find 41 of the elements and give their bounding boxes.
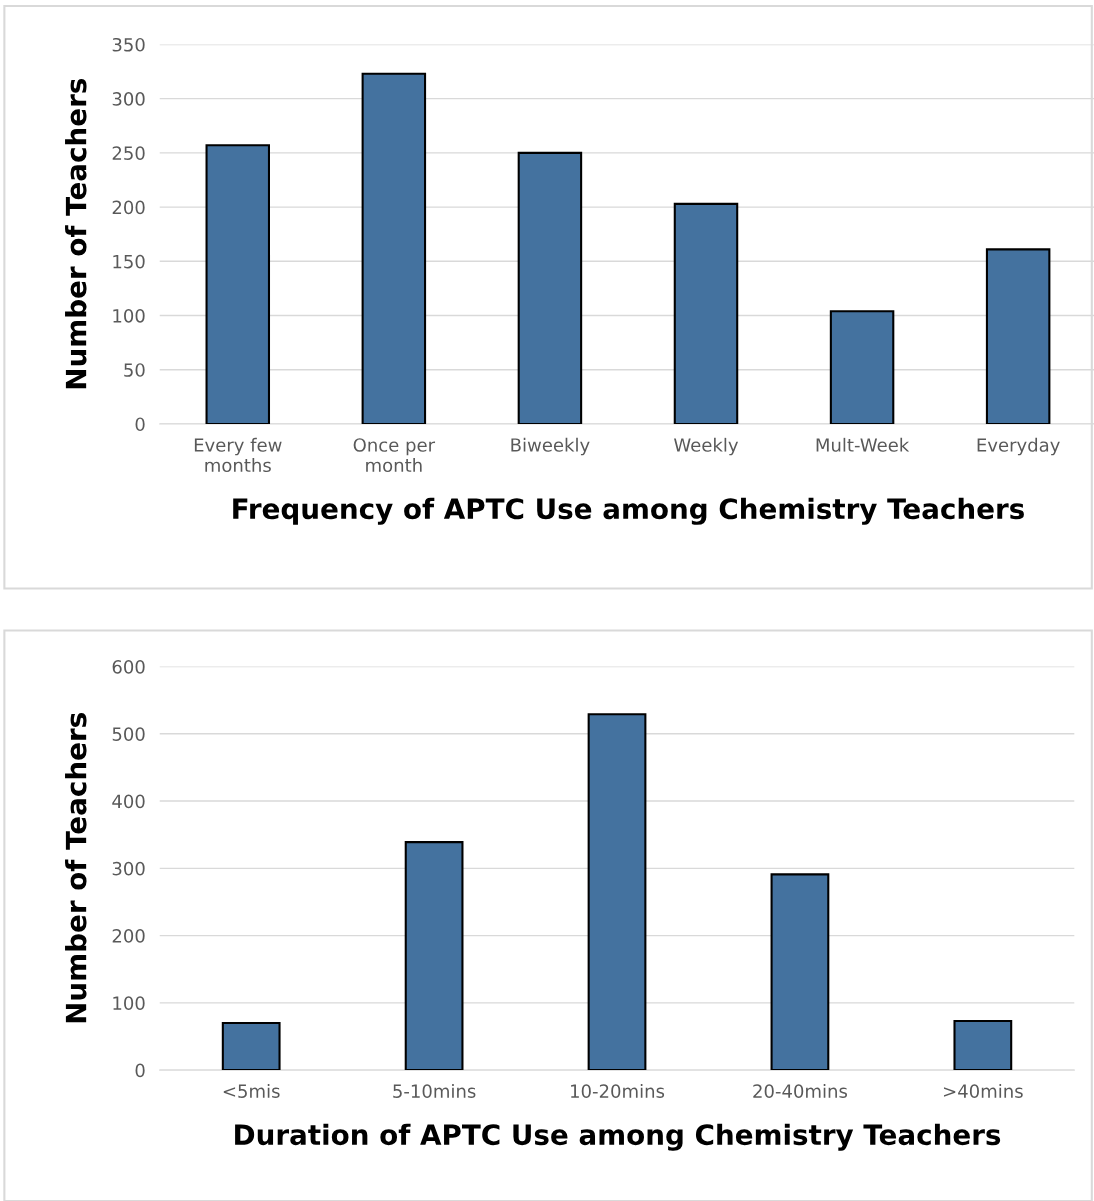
bar: [205, 144, 271, 424]
bar: [361, 72, 427, 424]
x-tick-label: Mult-Week: [816, 437, 910, 452]
y-tick-label: 400: [112, 794, 145, 809]
y-tick-label: 300: [112, 861, 145, 876]
y-tick-label: 200: [112, 929, 145, 943]
x-tick-label: Biweekly: [511, 437, 590, 456]
y-tick-label: 200: [112, 200, 145, 215]
y-tick-label: 100: [113, 996, 145, 1010]
y-axis-title: Number of Teachers: [65, 713, 87, 1023]
bar: [517, 151, 583, 424]
x-tick-label: 5-10mins: [393, 1083, 476, 1098]
y-tick-label: 50: [124, 363, 145, 377]
y-tick-label: 0: [135, 1063, 145, 1078]
bar: [221, 1021, 281, 1071]
y-tick-label: 350: [112, 37, 145, 52]
y-tick-label: 600: [112, 660, 145, 674]
x-axis-title: Duration of APTC Use among Chemistry Teachers: [235, 1123, 1001, 1151]
bar: [587, 713, 647, 1071]
y-axis-title: Number of Teachers: [65, 78, 87, 389]
bar: [673, 202, 739, 424]
x-tick-label: Once per month: [353, 438, 436, 473]
y-tick-label: 150: [113, 254, 145, 269]
bar: [404, 841, 464, 1071]
x-tick-label: 20-40mins: [753, 1083, 848, 1098]
x-tick-label: Everyday: [977, 437, 1060, 456]
x-tick-label: Weekly: [674, 437, 739, 456]
x-tick-label: 10-20mins: [571, 1083, 665, 1098]
bar: [770, 873, 830, 1071]
y-tick-label: 300: [112, 92, 145, 106]
x-tick-label: <5mis: [223, 1083, 280, 1098]
y-tick-label: 0: [135, 417, 145, 432]
y-tick-label: 100: [113, 308, 145, 323]
x-axis-title: Frequency of APTC Use among Chemistry Teachers: [233, 497, 1024, 525]
x-tick-label: >40mins: [943, 1083, 1023, 1098]
bar: [953, 1019, 1013, 1071]
bar: [829, 310, 895, 424]
bar: [985, 248, 1051, 424]
x-tick-label: Every few months: [194, 437, 282, 473]
y-tick-label: 250: [112, 146, 145, 160]
y-tick-label: 500: [112, 727, 145, 741]
